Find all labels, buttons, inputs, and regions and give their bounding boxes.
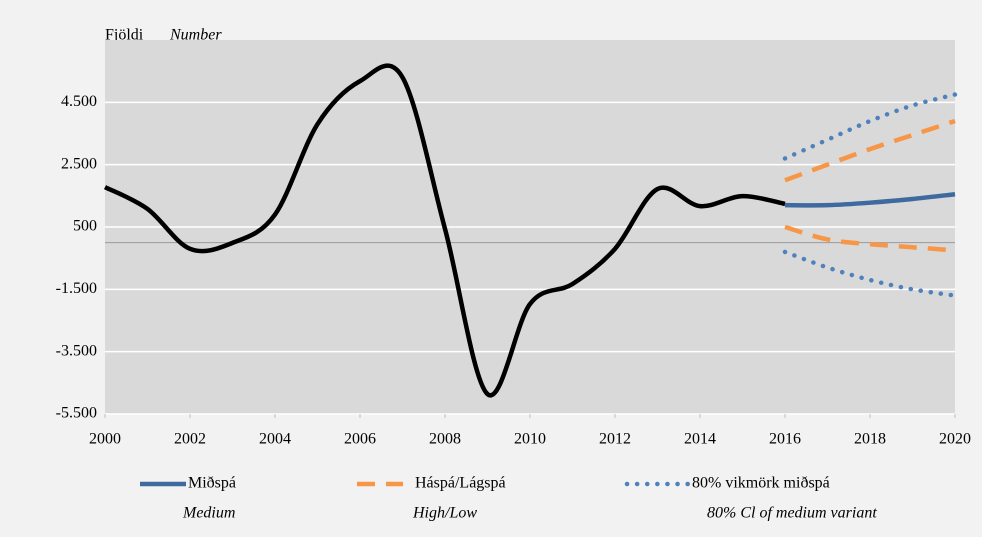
series-line <box>784 118 956 183</box>
x-tick-label: 2002 <box>174 431 206 448</box>
legend-subtitle: Medium <box>182 505 235 522</box>
x-tick-label: 2016 <box>769 431 801 448</box>
x-tick-label: 2018 <box>854 431 886 448</box>
y-tick-label: 2.500 <box>61 155 97 172</box>
y-tick-label: 4.500 <box>61 93 97 110</box>
x-tick-label: 2000 <box>89 431 121 448</box>
x-tick-label: 2004 <box>259 431 291 448</box>
x-tick-label: 2020 <box>939 431 971 448</box>
y-axis-label-en: Number <box>169 27 222 44</box>
y-tick-label: -1.500 <box>56 280 97 297</box>
series-line <box>784 224 956 253</box>
series-line <box>784 192 956 208</box>
x-tick-label: 2006 <box>344 431 376 448</box>
legend-label: 80% vikmörk miðspá <box>692 475 830 492</box>
y-axis-label: Fjöldi <box>105 27 144 44</box>
y-tick-label: -3.500 <box>56 342 97 359</box>
x-tick-label: 2010 <box>514 431 546 448</box>
y-tick-label: -5.500 <box>56 405 97 422</box>
x-tick-label: 2012 <box>599 431 631 448</box>
series-line <box>782 249 958 298</box>
x-tick-label: 2014 <box>684 431 716 448</box>
legend-subtitle: High/Low <box>412 505 477 522</box>
x-tick-label: 2008 <box>429 431 461 448</box>
legend-label: Miðspá <box>188 475 236 492</box>
series-line <box>103 63 786 398</box>
series-line <box>782 92 958 161</box>
y-tick-label: 500 <box>73 218 97 235</box>
legend-label: Háspá/Lágspá <box>415 475 506 492</box>
legend-subtitle: 80% Cl of medium variant <box>707 505 877 522</box>
